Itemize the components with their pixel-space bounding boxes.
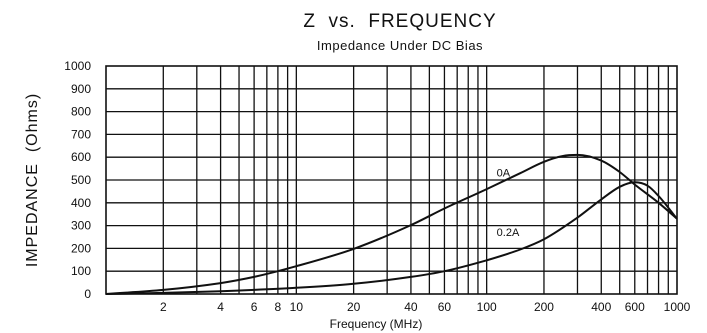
chart-title: Z vs. FREQUENCY xyxy=(303,11,496,32)
x-tick-label: 200 xyxy=(534,300,554,314)
y-tick-label: 300 xyxy=(71,219,91,233)
x-tick-label: 60 xyxy=(438,300,452,314)
y-tick-label: 700 xyxy=(71,127,91,141)
y-tick-label: 600 xyxy=(71,150,91,164)
x-tick-labels: 2 4 6 8 10 20 40 60 100 200 400 600 1000 xyxy=(160,300,691,314)
x-tick-label: 400 xyxy=(591,300,611,314)
series-line-1 xyxy=(105,181,678,295)
x-tick-label: 20 xyxy=(347,300,361,314)
x-tick-label: 600 xyxy=(625,300,645,314)
y-tick-label: 0 xyxy=(84,287,91,301)
y-tick-label: 500 xyxy=(71,173,91,187)
series-label: 0A xyxy=(497,168,511,180)
x-tick-label: 4 xyxy=(217,300,224,314)
y-axis-label: IMPEDANCE (Ohms) xyxy=(24,93,41,267)
x-tick-label: 2 xyxy=(160,300,167,314)
y-tick-label: 800 xyxy=(71,105,91,119)
series-line-0 xyxy=(105,153,678,295)
series-label: 0.2A xyxy=(497,227,520,239)
y-tick-label: 200 xyxy=(71,241,91,255)
chart-subtitle: Impedance Under DC Bias xyxy=(317,38,483,53)
y-tick-label: 100 xyxy=(71,264,91,278)
y-tick-label: 1000 xyxy=(64,59,91,73)
x-tick-label: 6 xyxy=(251,300,258,314)
y-tick-label: 400 xyxy=(71,196,91,210)
plot-frame xyxy=(105,65,678,295)
y-tick-label: 900 xyxy=(71,82,91,96)
impedance-curves xyxy=(105,153,678,295)
grid-lines xyxy=(106,66,677,294)
y-tick-labels: 0 100 200 300 400 500 600 700 800 900 1000 xyxy=(64,59,91,301)
series-labels: 0A 0.2A xyxy=(497,168,520,239)
x-axis-label: Frequency (MHz) xyxy=(330,317,423,331)
x-tick-label: 40 xyxy=(404,300,418,314)
x-tick-label: 100 xyxy=(477,300,497,314)
x-tick-label: 1000 xyxy=(664,300,691,314)
x-tick-label: 10 xyxy=(290,300,304,314)
x-tick-label: 8 xyxy=(275,300,282,314)
